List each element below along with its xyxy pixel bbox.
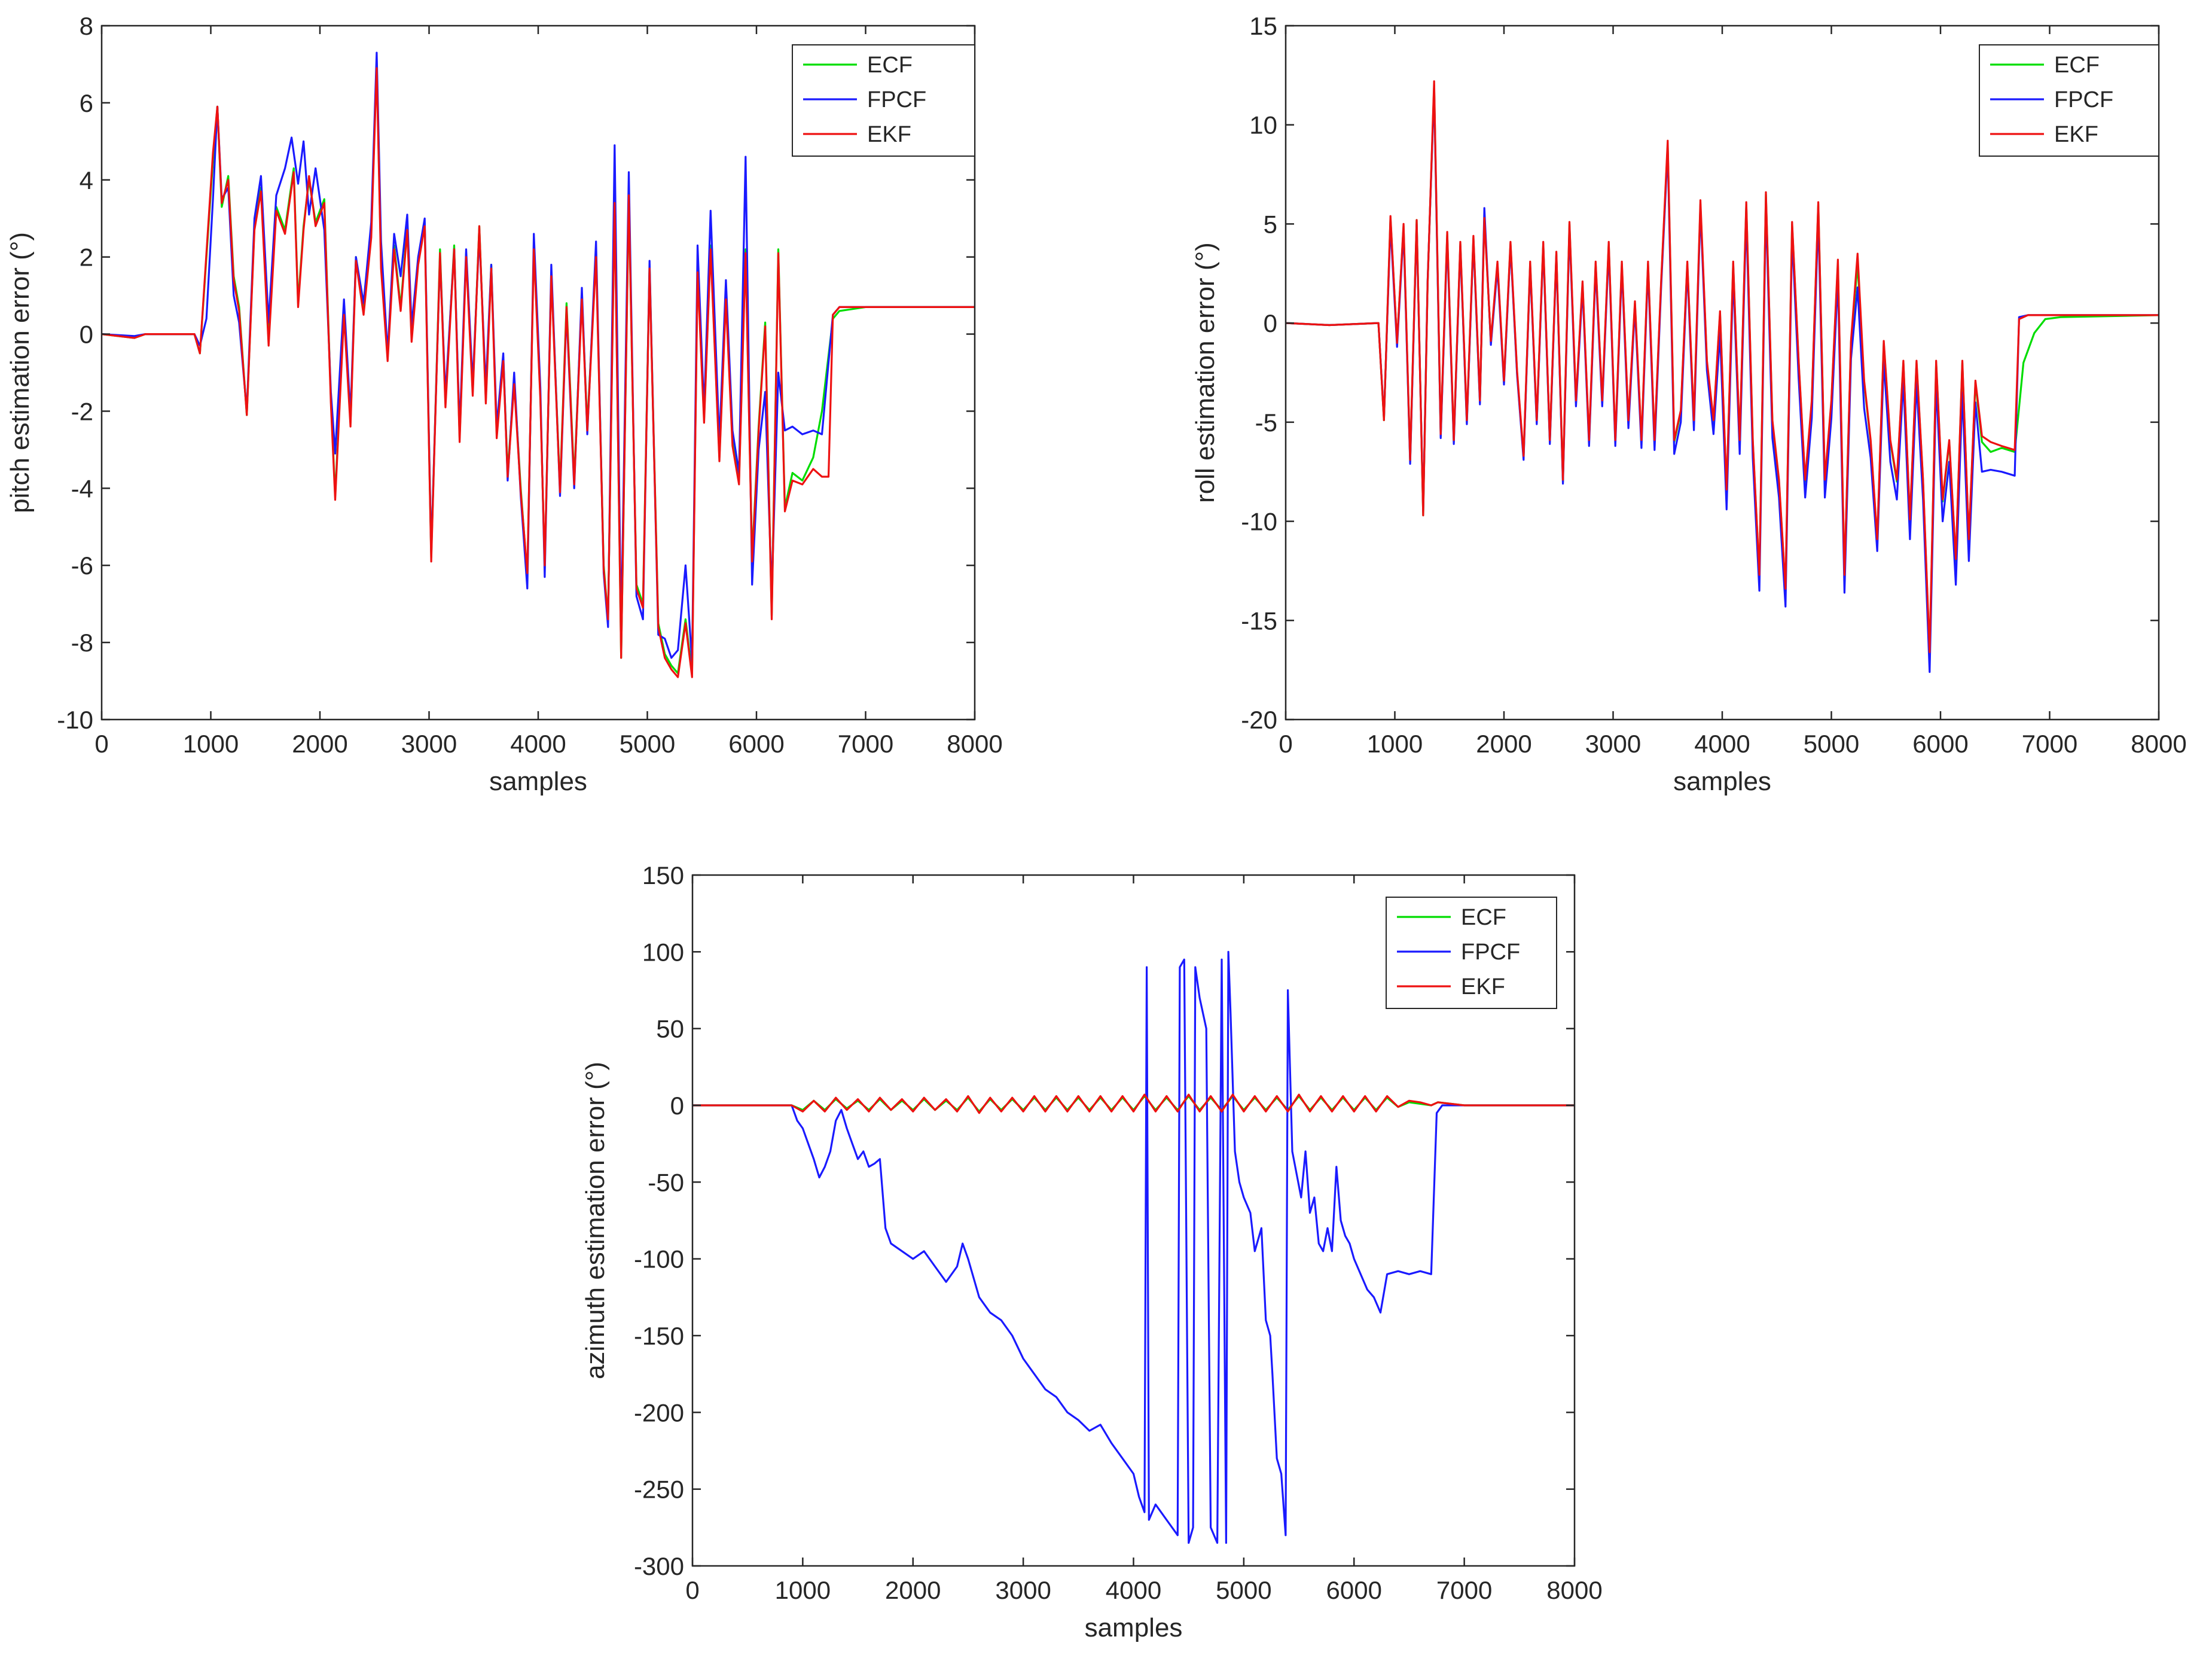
roll-xtick-label: 7000 bbox=[2022, 730, 2077, 758]
roll-xtick-label: 2000 bbox=[1476, 730, 1531, 758]
roll-ylabel: roll estimation error (°) bbox=[1191, 242, 1220, 503]
azimuth-series-group bbox=[692, 950, 1575, 1544]
azimuth-ytick-label: -50 bbox=[648, 1168, 684, 1196]
azimuth-xtick-label: 8000 bbox=[1546, 1576, 1602, 1604]
pitch-legend-box bbox=[792, 44, 975, 157]
pitch-xtick-label: 4000 bbox=[510, 730, 566, 758]
azimuth-ytick-label: 150 bbox=[642, 861, 684, 889]
azimuth-xtick-label: 7000 bbox=[1436, 1576, 1492, 1604]
roll-ytick-label: 10 bbox=[1249, 111, 1277, 139]
azimuth-legend: ECF FPCF EKF bbox=[1386, 897, 1557, 1009]
pitch-xtick-label: 6000 bbox=[728, 730, 784, 758]
roll-ytick-label: -5 bbox=[1255, 409, 1277, 437]
pitch-ytick-label: -10 bbox=[57, 706, 93, 734]
pitch-ytick-label: 2 bbox=[80, 243, 93, 272]
roll-ytick-label: 0 bbox=[1264, 309, 1277, 337]
roll-xtick-label: 0 bbox=[1279, 730, 1292, 758]
pitch-series-group bbox=[102, 51, 975, 678]
pitch-legend-label-ecf: ECF bbox=[867, 53, 913, 78]
pitch-xtick-label: 5000 bbox=[620, 730, 675, 758]
azimuth-ytick-label: 100 bbox=[642, 938, 684, 966]
roll-ytick-label: 15 bbox=[1249, 12, 1277, 40]
azimuth-legend-label-fpcf: FPCF bbox=[1461, 940, 1520, 965]
pitch-xtick-label: 8000 bbox=[947, 730, 1002, 758]
roll-xtick-label: 8000 bbox=[2131, 730, 2186, 758]
azimuth-ytick-label: -250 bbox=[634, 1476, 684, 1504]
azimuth-ytick-label: 50 bbox=[656, 1015, 684, 1043]
roll-legend-box bbox=[1979, 44, 2159, 157]
roll-ytick-label: -10 bbox=[1241, 508, 1277, 536]
roll-series-ekf bbox=[1286, 80, 2159, 653]
azimuth-xtick-label: 4000 bbox=[1106, 1576, 1161, 1604]
azimuth-xlabel: samples bbox=[1085, 1613, 1183, 1642]
roll-ytick-label: -20 bbox=[1241, 706, 1277, 734]
pitch-ylabel: pitch estimation error (°) bbox=[5, 232, 35, 513]
roll-ytick-label: 5 bbox=[1264, 210, 1277, 238]
pitch-legend: ECF FPCF EKF bbox=[792, 44, 975, 157]
azimuth-ytick-label: -150 bbox=[634, 1322, 684, 1350]
pitch-legend-label-ekf: EKF bbox=[867, 122, 911, 147]
azimuth-chart: 0 1000 2000 3000 4000 5000 6000 7000 8000-300-25… bbox=[581, 861, 1603, 1642]
pitch-xtick-label: 7000 bbox=[838, 730, 893, 758]
pitch-ytick-label: 8 bbox=[80, 12, 93, 40]
azimuth-ytick-label: -300 bbox=[634, 1552, 684, 1580]
azimuth-xtick-label: 1000 bbox=[775, 1576, 831, 1604]
pitch-chart: 0 1000 2000 3000 4000 5000 6000 7000 8000 -10 -8 -6… bbox=[5, 12, 1003, 796]
azimuth-ylabel: azimuth estimation error (°) bbox=[581, 1062, 610, 1379]
pitch-ytick-label: 0 bbox=[80, 321, 93, 349]
roll-xtick-label: 4000 bbox=[1694, 730, 1750, 758]
pitch-ytick-label: 4 bbox=[80, 166, 93, 194]
pitch-xtick-label: 0 bbox=[94, 730, 108, 758]
roll-xtick-label: 3000 bbox=[1585, 730, 1641, 758]
azimuth-xtick-label: 3000 bbox=[995, 1576, 1051, 1604]
pitch-xlabel: samples bbox=[489, 767, 587, 796]
pitch-ytick-label: -4 bbox=[71, 474, 93, 502]
roll-legend-label-ecf: ECF bbox=[2054, 53, 2100, 78]
pitch-xtick-label: 2000 bbox=[292, 730, 347, 758]
pitch-series-ekf bbox=[102, 67, 975, 678]
azimuth-legend-label-ecf: ECF bbox=[1461, 905, 1506, 930]
azimuth-xtick-label: 2000 bbox=[885, 1576, 941, 1604]
azimuth-xtick-label: 0 bbox=[685, 1576, 699, 1604]
azimuth-ytick-label: -100 bbox=[634, 1245, 684, 1273]
pitch-ytick-label: -6 bbox=[71, 551, 93, 580]
roll-ytick-label: -15 bbox=[1241, 607, 1277, 635]
roll-xtick-label: 5000 bbox=[1804, 730, 1859, 758]
azimuth-series-ekf bbox=[692, 1093, 1575, 1114]
azimuth-xtick-label: 5000 bbox=[1216, 1576, 1271, 1604]
pitch-legend-label-fpcf: FPCF bbox=[867, 87, 926, 112]
pitch-ytick-label: 6 bbox=[80, 89, 93, 117]
azimuth-ytick-label: -200 bbox=[634, 1398, 684, 1427]
pitch-ytick-label: -2 bbox=[71, 397, 93, 425]
roll-xtick-label: 1000 bbox=[1367, 730, 1423, 758]
azimuth-ytick-label: 0 bbox=[670, 1092, 684, 1120]
azimuth-series-fpcf bbox=[692, 950, 1575, 1544]
roll-xtick-label: 6000 bbox=[1912, 730, 1968, 758]
pitch-xtick-label: 1000 bbox=[183, 730, 239, 758]
roll-legend-label-ekf: EKF bbox=[2054, 122, 2098, 147]
pitch-ytick-label: -8 bbox=[71, 629, 93, 657]
roll-legend-label-fpcf: FPCF bbox=[2054, 87, 2113, 112]
roll-xlabel: samples bbox=[1673, 767, 1771, 796]
azimuth-xtick-label: 6000 bbox=[1326, 1576, 1382, 1604]
roll-chart: 0 1000 2000 3000 4000 5000 6000 7000 8000 -20 -15 -… bbox=[1191, 12, 2187, 796]
pitch-xtick-label: 3000 bbox=[401, 730, 457, 758]
roll-series-group bbox=[1286, 80, 2159, 673]
roll-legend: ECF FPCF EKF bbox=[1979, 44, 2159, 157]
azimuth-legend-label-ekf: EKF bbox=[1461, 974, 1505, 999]
azimuth-legend-box bbox=[1386, 897, 1557, 1009]
